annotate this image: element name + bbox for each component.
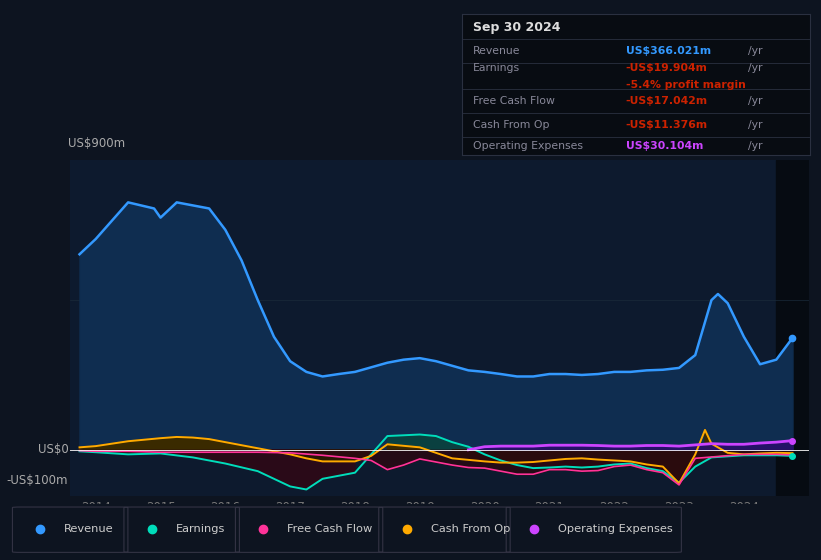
Text: Cash From Op: Cash From Op bbox=[473, 120, 549, 130]
Text: Free Cash Flow: Free Cash Flow bbox=[287, 524, 373, 534]
Text: US$0: US$0 bbox=[38, 444, 68, 456]
Text: US$30.104m: US$30.104m bbox=[626, 141, 704, 151]
Text: Cash From Op: Cash From Op bbox=[430, 524, 510, 534]
Text: /yr: /yr bbox=[748, 96, 762, 106]
Text: -US$11.376m: -US$11.376m bbox=[626, 120, 708, 130]
Text: Sep 30 2024: Sep 30 2024 bbox=[473, 21, 560, 34]
Text: -US$17.042m: -US$17.042m bbox=[626, 96, 708, 106]
Text: Earnings: Earnings bbox=[176, 524, 225, 534]
Text: Operating Expenses: Operating Expenses bbox=[473, 141, 583, 151]
Text: -US$100m: -US$100m bbox=[7, 474, 68, 487]
Text: /yr: /yr bbox=[748, 120, 762, 130]
Text: Revenue: Revenue bbox=[473, 46, 521, 55]
Text: Free Cash Flow: Free Cash Flow bbox=[473, 96, 554, 106]
Bar bbox=[777, 160, 809, 496]
Text: Operating Expenses: Operating Expenses bbox=[558, 524, 672, 534]
Text: -5.4% profit margin: -5.4% profit margin bbox=[626, 80, 745, 90]
Text: Earnings: Earnings bbox=[473, 63, 520, 73]
Text: US$900m: US$900m bbox=[68, 137, 126, 150]
Text: /yr: /yr bbox=[748, 63, 762, 73]
Text: /yr: /yr bbox=[748, 46, 762, 55]
Text: -US$19.904m: -US$19.904m bbox=[626, 63, 708, 73]
Text: US$366.021m: US$366.021m bbox=[626, 46, 711, 55]
Text: /yr: /yr bbox=[748, 141, 762, 151]
Text: Revenue: Revenue bbox=[64, 524, 114, 534]
